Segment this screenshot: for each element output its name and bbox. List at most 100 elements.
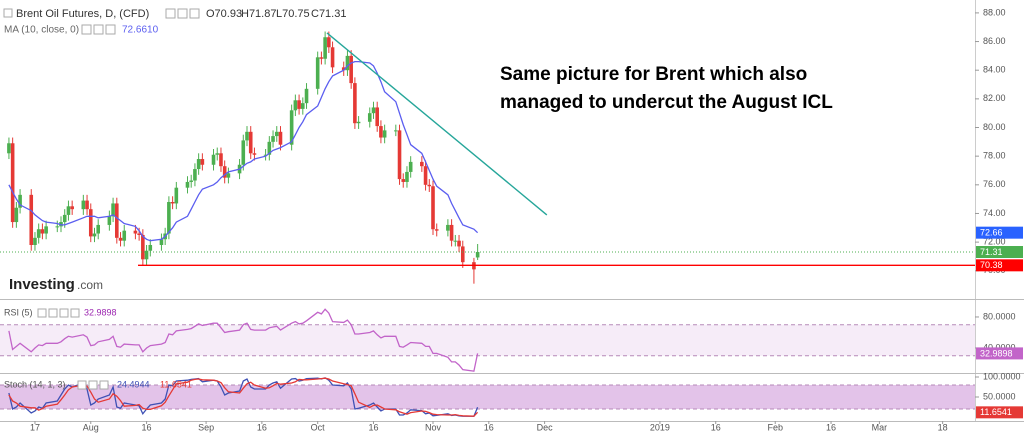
candle-body [341,67,346,71]
annotation: Same picture for Brent which also [500,64,807,85]
price-label-box [976,246,1023,259]
ma-legend-value: 72.6610 [122,25,159,36]
candle-body [420,161,424,167]
ohlc-open: O70.93 [206,8,242,20]
x-tick-label: Feb [767,422,783,432]
legend-icons [81,24,116,35]
candle-body [7,143,11,154]
icon-button[interactable] [77,380,87,390]
candle-body [241,140,246,165]
price-label-box [976,259,1023,272]
candle-body [408,161,413,172]
candle-body [427,184,432,187]
collapse-icon[interactable] [3,8,13,18]
candle-body [44,226,48,234]
trend-line [326,32,548,216]
candle-body [211,154,216,165]
ohlc-low: L70.75 [276,8,310,20]
icon-button[interactable] [59,308,69,318]
candle-body [434,229,439,231]
candle-body [274,131,279,137]
candle-body [449,224,454,241]
candle-body [252,153,257,155]
candle-body [55,226,60,228]
icon-button[interactable] [93,24,104,35]
candle-body [304,88,309,104]
candle-body [167,202,171,234]
icon-button[interactable] [105,24,116,35]
candle-body [263,154,268,156]
icon-button[interactable] [189,8,200,19]
candle-body [18,194,22,208]
candle-body [289,110,294,145]
x-tick-label: Oct [311,422,326,432]
rsi-title: RSI (5) [4,307,33,317]
icon-button[interactable] [88,380,98,390]
y-tick-label: 88.00 [983,7,1006,17]
candle-body [319,57,324,59]
candle-body [371,107,376,114]
annotation: managed to undercut the August ICL [500,92,833,113]
candle-body [148,244,153,251]
candle-body [446,224,450,231]
icon-button[interactable] [99,380,109,390]
candle-body [401,179,406,182]
candle-body [215,153,220,155]
candle-body [460,246,465,263]
price-label-box [976,226,1023,239]
candle-body [40,229,45,234]
legend-icons [165,8,200,19]
candle-body [431,186,435,230]
candle-body [144,250,149,260]
candle-body [226,173,231,178]
x-tick-label: Mar [872,422,888,432]
candle-body [375,107,380,127]
candle-body [356,121,361,124]
candle-body [222,166,227,178]
indicator-line [8,377,479,417]
candle-body [92,233,97,237]
icon-button[interactable] [177,8,188,19]
ma-legend-name: MA (10, close, 0) [4,25,79,36]
icon-button[interactable] [81,24,92,35]
y-tick-label: 40.0000 [983,342,1016,352]
y-tick-label: 80.00 [983,122,1006,132]
watermark-suffix: .com [77,278,103,292]
x-tick-label: 16 [711,422,721,432]
candle-body [115,203,119,238]
candle-body [248,131,253,154]
moving-average-line [8,60,479,242]
chart-title: Brent Oil Futures, D, (CFD) [16,8,149,20]
y-tick-label: 86.00 [983,36,1006,46]
candle-body [271,136,275,142]
price-label: 70.38 [980,260,1003,270]
y-tick-label: 72.00 [983,237,1006,247]
candle-body [193,169,197,181]
candle-body [85,200,89,210]
candle-body [159,239,164,245]
legend-icons [77,380,109,390]
x-tick-label: 16 [257,422,267,432]
candle-body [133,230,138,234]
icon-button[interactable] [165,8,176,19]
candle-body [111,203,115,217]
candle-body [219,153,223,167]
price-label: 71.31 [980,247,1003,257]
candle-body [96,224,101,234]
candle-body [301,103,305,109]
candle-body [315,57,320,89]
candle-body [382,130,387,138]
candle-body [200,159,205,165]
icon-button[interactable] [37,308,47,318]
icon-button[interactable] [70,308,80,318]
candle-body [141,234,145,260]
candle-body [185,181,190,188]
candle-body [14,207,19,223]
ohlc-high: H71.87 [241,8,276,20]
candle-body [453,240,458,242]
icon-button[interactable] [48,308,58,318]
candle-body [174,187,179,204]
rsi-legend-value: 32.9898 [84,307,117,317]
y-tick-label: 74.00 [983,208,1006,218]
